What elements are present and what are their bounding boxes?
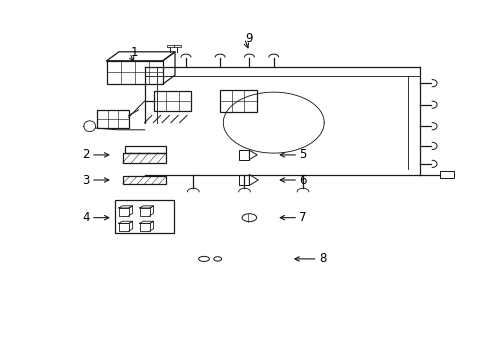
Bar	[115, 201, 173, 233]
Bar	[439, 171, 453, 178]
Text: 6: 6	[299, 174, 306, 186]
Bar	[166, 45, 173, 48]
Text: 2: 2	[82, 148, 90, 161]
Text: 4: 4	[82, 211, 90, 224]
Text: 7: 7	[299, 211, 306, 224]
Bar	[238, 175, 249, 185]
Text: 3: 3	[82, 174, 89, 186]
Bar	[238, 150, 249, 159]
Bar	[97, 110, 128, 128]
Bar	[122, 153, 166, 163]
Bar	[106, 61, 163, 84]
Text: 5: 5	[299, 148, 306, 161]
Bar	[140, 208, 150, 216]
Bar	[122, 176, 166, 184]
Bar	[119, 224, 129, 231]
Bar	[174, 45, 181, 48]
Bar	[119, 208, 129, 216]
Text: 1: 1	[131, 46, 138, 59]
Text: 8: 8	[318, 252, 325, 265]
Bar	[154, 91, 190, 111]
Bar	[220, 90, 256, 112]
Bar	[125, 146, 166, 153]
Text: 9: 9	[245, 32, 253, 45]
Bar	[140, 224, 150, 231]
